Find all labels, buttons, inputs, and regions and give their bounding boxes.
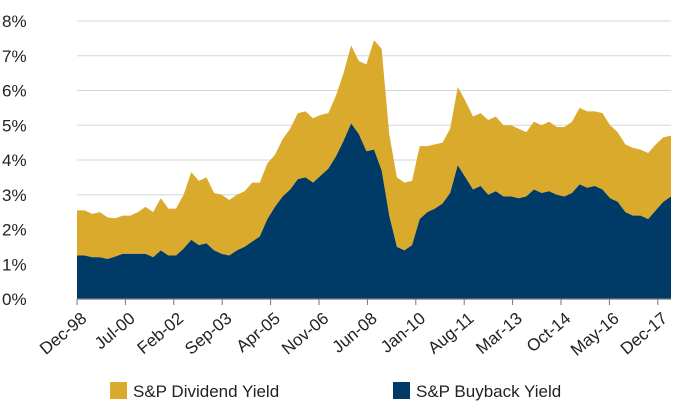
x-tick-label: May-16 <box>567 309 623 360</box>
y-tick-label: 2% <box>2 221 27 240</box>
x-tick-label: Oct-14 <box>523 309 574 356</box>
x-tick-label: Sep-03 <box>181 309 235 359</box>
x-tick-label: Dec-98 <box>36 309 90 359</box>
x-tick-label: Mar-13 <box>472 309 525 358</box>
y-axis-ticks: 0% 1% 2% 3% 4% 5% 6% 7% 8% <box>2 12 27 309</box>
y-tick-label: 1% <box>2 255 27 274</box>
y-tick-label: 5% <box>2 116 27 135</box>
x-tick-label: Apr-05 <box>233 309 284 356</box>
legend-swatch-buyback <box>393 382 410 399</box>
x-tick-label: Nov-06 <box>278 309 332 359</box>
y-tick-label: 4% <box>2 151 27 170</box>
legend-label-buyback: S&P Buyback Yield <box>416 382 561 401</box>
x-tick-label: Feb-02 <box>134 309 187 358</box>
legend-swatch-dividend <box>110 382 127 399</box>
y-tick-label: 0% <box>2 290 27 309</box>
x-axis-ticks: Dec-98 Jul-00Feb-02Sep-03Apr-05Nov-06Jun-… <box>36 299 671 360</box>
x-tick-label: Dec-17 <box>617 309 671 359</box>
legend-label-dividend: S&P Dividend Yield <box>133 382 279 401</box>
area-buyback-yield <box>77 123 671 299</box>
legend: S&P Dividend Yield S&P Buyback Yield <box>110 382 561 401</box>
x-tick-label: Jun-08 <box>329 309 381 357</box>
y-tick-label: 7% <box>2 47 27 66</box>
area-series <box>77 40 671 299</box>
area-dividend-yield <box>77 40 671 260</box>
y-tick-label: 3% <box>2 186 27 205</box>
y-tick-label: 6% <box>2 82 27 101</box>
x-tick-label: Jul-00 <box>91 309 139 353</box>
y-tick-label: 8% <box>2 12 27 31</box>
x-tick-label: Aug-11 <box>424 309 477 358</box>
x-tick-label: Jan-10 <box>377 309 429 357</box>
